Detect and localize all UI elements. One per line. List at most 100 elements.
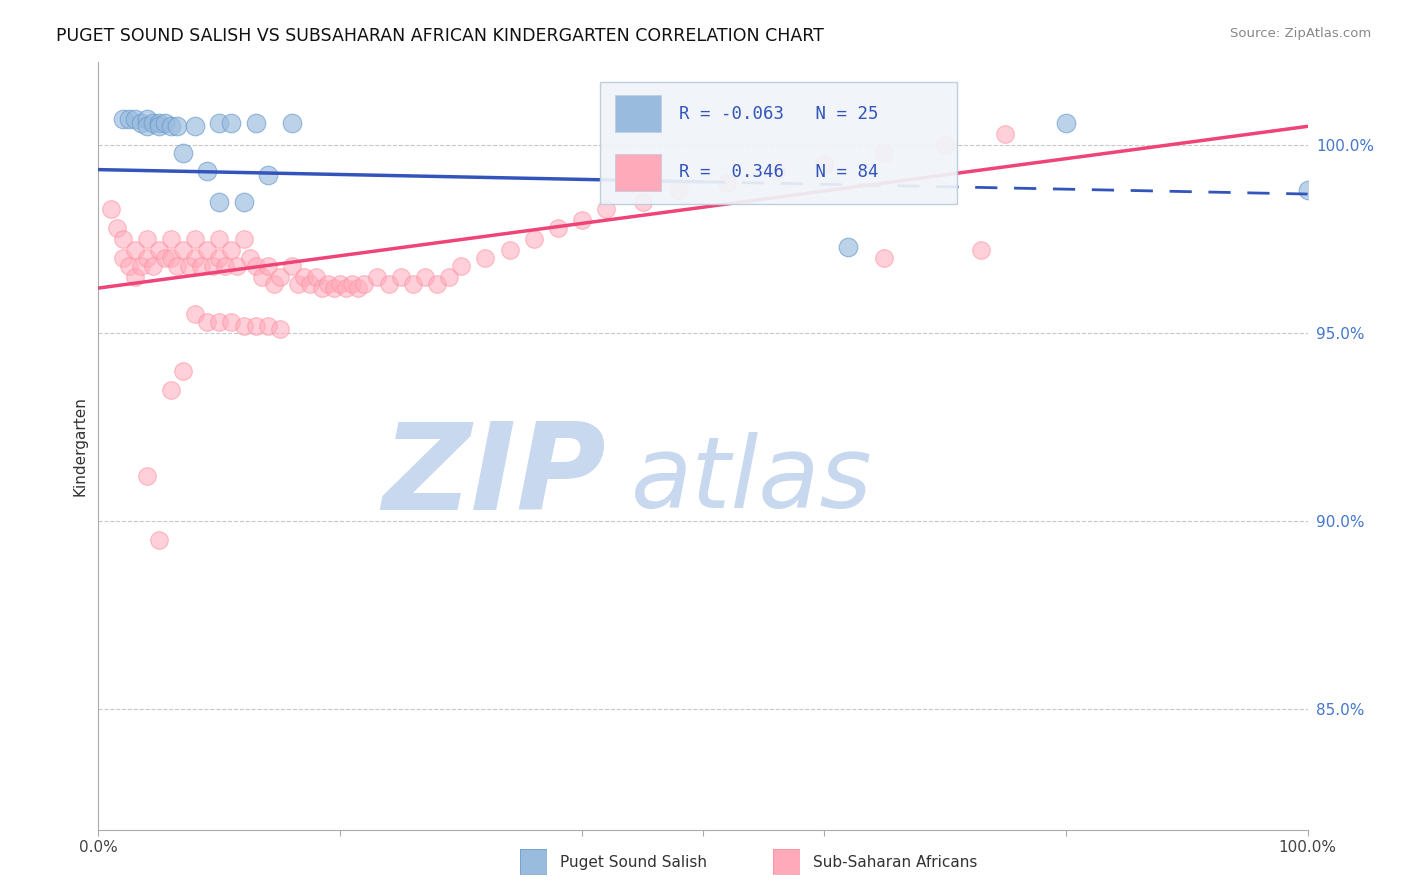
Point (166, 120, 188, 134)
Point (292, 269, 315, 284)
Point (208, 315, 231, 329)
Point (172, 145, 194, 160)
Point (873, 145, 896, 160)
Point (498, 244, 520, 258)
Point (970, 244, 993, 258)
Point (148, 120, 170, 134)
Point (124, 112, 146, 126)
Point (202, 259, 225, 273)
Point (668, 183, 690, 197)
Point (245, 259, 267, 273)
Point (124, 269, 146, 284)
Point (281, 115, 304, 129)
Point (263, 277, 285, 292)
Point (118, 259, 141, 273)
Point (323, 281, 346, 295)
Point (221, 244, 243, 258)
Point (299, 277, 322, 292)
Point (305, 269, 328, 284)
FancyBboxPatch shape (600, 81, 957, 204)
Text: R = -0.063   N = 25: R = -0.063 N = 25 (679, 105, 879, 123)
Y-axis label: Kindergarten: Kindergarten (72, 396, 87, 496)
Point (208, 251, 231, 265)
Text: ZIP: ZIP (382, 418, 606, 535)
Point (221, 315, 243, 329)
Point (353, 277, 375, 292)
Point (160, 383, 183, 397)
Point (232, 318, 254, 333)
Point (837, 240, 859, 254)
Point (994, 127, 1017, 141)
Point (716, 176, 738, 190)
Point (221, 115, 243, 129)
Point (184, 307, 207, 321)
Text: R =  0.346   N = 84: R = 0.346 N = 84 (679, 163, 879, 181)
Point (153, 251, 176, 265)
Point (195, 244, 218, 258)
Point (269, 269, 291, 284)
Text: Puget Sound Salish: Puget Sound Salish (560, 855, 707, 870)
Point (389, 269, 412, 284)
Point (1296, 183, 1319, 197)
Point (873, 251, 896, 265)
Point (135, 251, 157, 265)
Point (256, 168, 278, 182)
Point (142, 115, 165, 129)
Point (256, 259, 278, 273)
Point (190, 259, 212, 273)
Point (129, 259, 152, 273)
Point (179, 259, 201, 273)
Text: Source: ZipAtlas.com: Source: ZipAtlas.com (1230, 27, 1371, 40)
Point (269, 322, 291, 336)
Point (160, 251, 183, 265)
Point (129, 115, 152, 129)
Text: Sub-Saharan Africans: Sub-Saharan Africans (813, 855, 977, 870)
Point (135, 120, 157, 134)
Point (208, 194, 231, 209)
Point (195, 315, 218, 329)
Point (335, 281, 357, 295)
Bar (614, 153, 661, 191)
Point (437, 269, 460, 284)
Point (245, 318, 267, 333)
Point (111, 232, 134, 246)
Point (256, 318, 278, 333)
Point (160, 232, 183, 246)
Point (105, 220, 128, 235)
Point (1054, 115, 1077, 129)
Point (226, 259, 249, 273)
Point (311, 281, 333, 295)
Point (316, 277, 339, 292)
Point (214, 259, 236, 273)
Point (208, 232, 231, 246)
Point (208, 115, 231, 129)
Point (232, 194, 254, 209)
Point (148, 244, 170, 258)
Bar (614, 95, 661, 132)
Point (366, 269, 388, 284)
Point (239, 251, 262, 265)
Point (135, 469, 157, 483)
Point (426, 277, 449, 292)
Point (184, 120, 207, 134)
Point (195, 164, 218, 178)
Point (813, 157, 835, 171)
Point (153, 115, 176, 129)
Point (245, 115, 267, 129)
Point (111, 251, 134, 265)
Point (329, 277, 352, 292)
Point (232, 232, 254, 246)
Point (184, 232, 207, 246)
Point (111, 112, 134, 126)
Text: PUGET SOUND SALISH VS SUBSAHARAN AFRICAN KINDERGARTEN CORRELATION CHART: PUGET SOUND SALISH VS SUBSAHARAN AFRICAN… (56, 27, 824, 45)
Point (166, 259, 188, 273)
Point (148, 533, 170, 547)
Point (547, 220, 569, 235)
Point (450, 259, 472, 273)
Point (172, 364, 194, 378)
Point (474, 251, 496, 265)
Point (523, 232, 546, 246)
Point (765, 164, 787, 178)
Point (135, 232, 157, 246)
Point (124, 244, 146, 258)
